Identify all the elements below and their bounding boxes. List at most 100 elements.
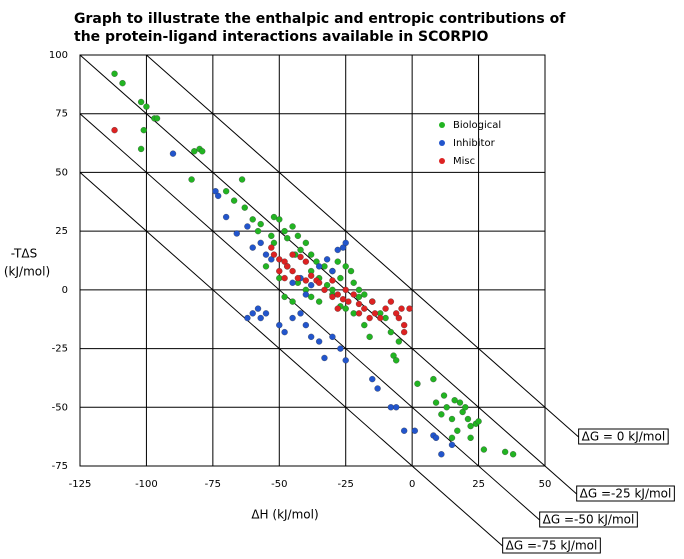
y-tick-label: -75 (52, 461, 68, 472)
point (270, 213, 278, 221)
point (302, 239, 310, 247)
point (377, 314, 384, 322)
point (369, 298, 376, 305)
point (387, 328, 395, 336)
point (241, 204, 248, 211)
point (329, 267, 336, 275)
point (329, 286, 336, 294)
point (308, 272, 315, 279)
x-tick-label: -75 (205, 479, 221, 490)
point (257, 239, 264, 247)
legend-label: Misc (453, 156, 475, 167)
point (308, 333, 315, 340)
point (467, 434, 474, 441)
point (339, 296, 347, 303)
point (302, 291, 310, 298)
point (302, 277, 310, 284)
point (281, 274, 288, 282)
legend-marker (439, 158, 445, 164)
point (276, 321, 283, 329)
point (321, 263, 328, 270)
y-axis-label: -TΔS (11, 247, 37, 261)
point (191, 148, 198, 155)
x-tick-label: 0 (409, 479, 415, 490)
point (268, 256, 275, 263)
point (448, 434, 456, 441)
point (244, 314, 251, 322)
point (294, 274, 302, 282)
point (475, 418, 482, 425)
point (284, 263, 291, 270)
point (289, 279, 296, 286)
point (411, 427, 418, 434)
point (249, 310, 256, 317)
point (501, 448, 509, 456)
point (308, 251, 315, 258)
point (387, 298, 395, 305)
point (371, 310, 379, 317)
point (454, 427, 461, 434)
point (249, 244, 256, 251)
point (188, 176, 195, 183)
point (355, 310, 363, 317)
reference-label: ΔG =-25 kJ/mol (580, 487, 672, 501)
point (276, 216, 283, 223)
point (111, 127, 118, 134)
y-axis-label: (kJ/mol) (4, 265, 50, 279)
point (438, 411, 445, 418)
point (297, 246, 304, 254)
point (342, 239, 349, 247)
point (323, 256, 331, 263)
point (315, 263, 323, 270)
point (257, 220, 264, 228)
point (308, 293, 315, 301)
point (448, 415, 456, 423)
point (323, 282, 331, 289)
legend-label: Inhibitor (453, 138, 496, 149)
y-tick-label: 50 (55, 167, 68, 178)
point (329, 293, 336, 301)
point (390, 352, 397, 359)
point (448, 441, 456, 449)
point (215, 192, 222, 200)
point (244, 223, 251, 230)
reference-label: ΔG =-75 kJ/mol (506, 539, 598, 553)
point (361, 321, 368, 329)
point (366, 333, 373, 340)
point (464, 415, 472, 423)
point (334, 305, 341, 312)
reference-line (79, 113, 540, 521)
plot-border (79, 54, 546, 467)
y-tick-label: -50 (52, 402, 68, 413)
point (342, 305, 349, 312)
point (281, 258, 288, 265)
point (345, 298, 352, 305)
point (342, 286, 349, 294)
reference-label-box (578, 428, 669, 445)
reference-line (79, 172, 503, 547)
point (355, 293, 363, 301)
point (254, 227, 262, 235)
point (153, 115, 161, 122)
point (199, 148, 206, 155)
point (430, 375, 437, 383)
point (262, 310, 270, 317)
point (289, 298, 296, 305)
point (119, 80, 126, 87)
point (111, 70, 118, 77)
reference-line (146, 54, 579, 438)
point (321, 354, 328, 362)
y-tick-label: 0 (62, 285, 68, 296)
point (438, 451, 445, 458)
point (337, 274, 344, 282)
point (276, 274, 283, 282)
point (281, 293, 288, 301)
point (393, 357, 400, 364)
point (268, 244, 275, 251)
y-tick-label: 25 (55, 226, 68, 237)
point (315, 279, 323, 286)
point (451, 397, 458, 404)
point (342, 263, 349, 270)
legend-label: Biological (453, 120, 501, 131)
point (137, 145, 145, 153)
